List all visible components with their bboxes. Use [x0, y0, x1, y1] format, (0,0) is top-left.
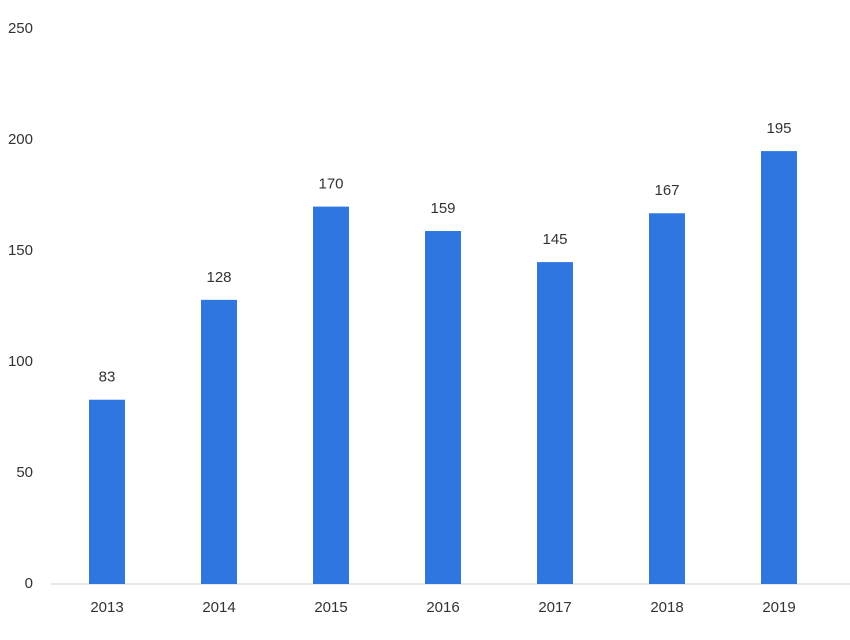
x-tick-label: 2014 — [202, 599, 235, 616]
bar — [649, 213, 685, 584]
y-tick-label: 50 — [16, 464, 33, 481]
y-tick-label: 100 — [8, 353, 33, 370]
y-tick-label: 250 — [8, 20, 33, 37]
data-label: 159 — [430, 200, 455, 217]
bar — [201, 299, 237, 584]
data-label: 167 — [654, 182, 679, 199]
bar — [537, 262, 573, 584]
x-tick-label: 2015 — [314, 599, 347, 616]
data-label: 83 — [99, 369, 116, 386]
data-label: 145 — [542, 231, 567, 248]
data-label: 195 — [766, 120, 791, 137]
bar — [89, 399, 125, 584]
x-tick-label: 2016 — [426, 599, 459, 616]
data-label: 128 — [206, 269, 231, 286]
bar — [425, 231, 461, 584]
bar — [313, 206, 349, 584]
y-tick-label: 0 — [25, 575, 33, 592]
x-tick-label: 2018 — [650, 599, 683, 616]
data-label: 170 — [318, 176, 343, 193]
x-tick-label: 2013 — [90, 599, 123, 616]
bar — [761, 151, 797, 584]
y-tick-label: 150 — [8, 242, 33, 259]
y-tick-label: 200 — [8, 131, 33, 148]
x-tick-label: 2017 — [538, 599, 571, 616]
x-tick-label: 2019 — [762, 599, 795, 616]
